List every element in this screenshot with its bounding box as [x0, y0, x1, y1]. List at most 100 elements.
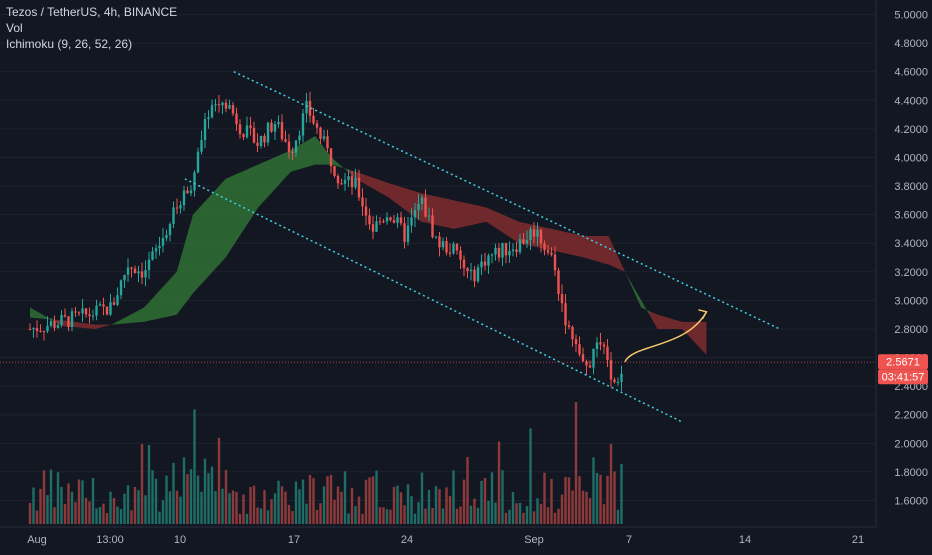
volume-bar [343, 471, 347, 524]
candle-body [455, 243, 459, 251]
volume-bar [49, 469, 53, 524]
volume-bar [518, 502, 522, 524]
candle-body [529, 229, 532, 241]
volume-bar [490, 472, 494, 524]
volume-bar [396, 485, 399, 524]
volume-bar [550, 478, 553, 524]
volume-bar [228, 493, 231, 524]
candle-body [46, 325, 49, 332]
candle-body [312, 115, 315, 124]
volume-bar [35, 510, 39, 524]
volume-bar [504, 512, 508, 524]
candle-body [154, 248, 158, 252]
price-tick-label: 2.2000 [894, 410, 928, 422]
volume-bar [270, 499, 273, 524]
symbol-title[interactable]: Tezos / TetherUS, 4h, BINANCE [6, 5, 178, 19]
volume-bar [410, 496, 413, 524]
candle-body [242, 134, 245, 138]
candle-body [585, 361, 588, 366]
candle-body [245, 125, 249, 138]
price-tick-label: 4.4000 [894, 95, 928, 107]
candle-body [196, 151, 200, 173]
candle-body [214, 104, 217, 106]
candle-body [564, 303, 567, 326]
candle-body [235, 113, 238, 125]
candle-body [424, 197, 427, 217]
candle-body [567, 325, 571, 327]
volume-bar [378, 507, 382, 524]
candle-body [130, 267, 133, 269]
candle-body [238, 124, 242, 135]
volume-bar [116, 506, 119, 524]
volume-bar [557, 508, 560, 524]
volume-bar [599, 474, 602, 524]
volume-bar [60, 486, 63, 524]
time-tick-label: Aug [27, 534, 47, 546]
candle-body [581, 354, 585, 362]
ichimoku-indicator-label[interactable]: Ichimoku (9, 26, 52, 26) [6, 37, 133, 51]
candle-body [102, 304, 105, 307]
volume-bar [508, 509, 511, 524]
candle-body [385, 217, 389, 222]
volume-bar [420, 472, 424, 524]
volume-bar [200, 491, 203, 524]
time-tick-label: 14 [739, 534, 751, 546]
candle-body [228, 105, 231, 109]
candle-body [378, 221, 382, 223]
volume-indicator-label[interactable]: Vol [6, 21, 23, 35]
volume-bar [217, 437, 221, 524]
volume-bar [32, 487, 35, 524]
volume-bar [406, 484, 410, 524]
volume-bar [182, 457, 186, 524]
candle-body [571, 326, 574, 340]
volume-bar [91, 478, 95, 524]
volume-bar [308, 474, 312, 524]
volume-bar [522, 512, 525, 524]
candle-body [315, 123, 319, 128]
ichimoku-cloud-bullish [111, 136, 348, 325]
candle-body [588, 365, 592, 368]
candle-body [371, 224, 375, 232]
volume-bar [536, 498, 539, 524]
price-tick-label: 3.6000 [894, 210, 928, 222]
countdown-label: 03:41:57 [882, 371, 925, 383]
candle-body [193, 172, 196, 191]
candle-body [613, 379, 616, 383]
candle-body [427, 215, 431, 217]
volume-bar [165, 475, 168, 524]
volume-bar [448, 495, 452, 524]
candle-body [88, 314, 91, 317]
candle-body [263, 135, 266, 143]
candle-body [543, 243, 546, 251]
candle-body [112, 302, 116, 305]
volume-bar [147, 445, 151, 524]
volume-bar [179, 496, 182, 524]
candle-body [137, 271, 140, 274]
volume-bar [245, 513, 249, 524]
volume-bar [305, 503, 308, 524]
volume-bar [193, 409, 196, 524]
volume-bar [543, 472, 546, 524]
candle-body [98, 304, 102, 306]
candle-body [574, 339, 578, 345]
volume-bar [445, 487, 448, 524]
volume-bar [252, 485, 256, 524]
candle-body [578, 344, 581, 355]
candle-body [333, 166, 336, 176]
candle-body [539, 229, 543, 244]
candle-body [340, 183, 343, 185]
volume-bar [525, 506, 529, 524]
volume-bar [112, 497, 116, 524]
volume-bar [259, 508, 263, 524]
volume-bar [56, 472, 60, 524]
volume-bar [452, 470, 455, 524]
volume-bar [389, 509, 392, 524]
candle-body [35, 328, 39, 332]
channel-upper-line [233, 70, 781, 330]
volume-bar [578, 476, 581, 524]
candle-body [469, 269, 473, 272]
candle-body [32, 328, 35, 330]
volume-bar [487, 500, 490, 524]
